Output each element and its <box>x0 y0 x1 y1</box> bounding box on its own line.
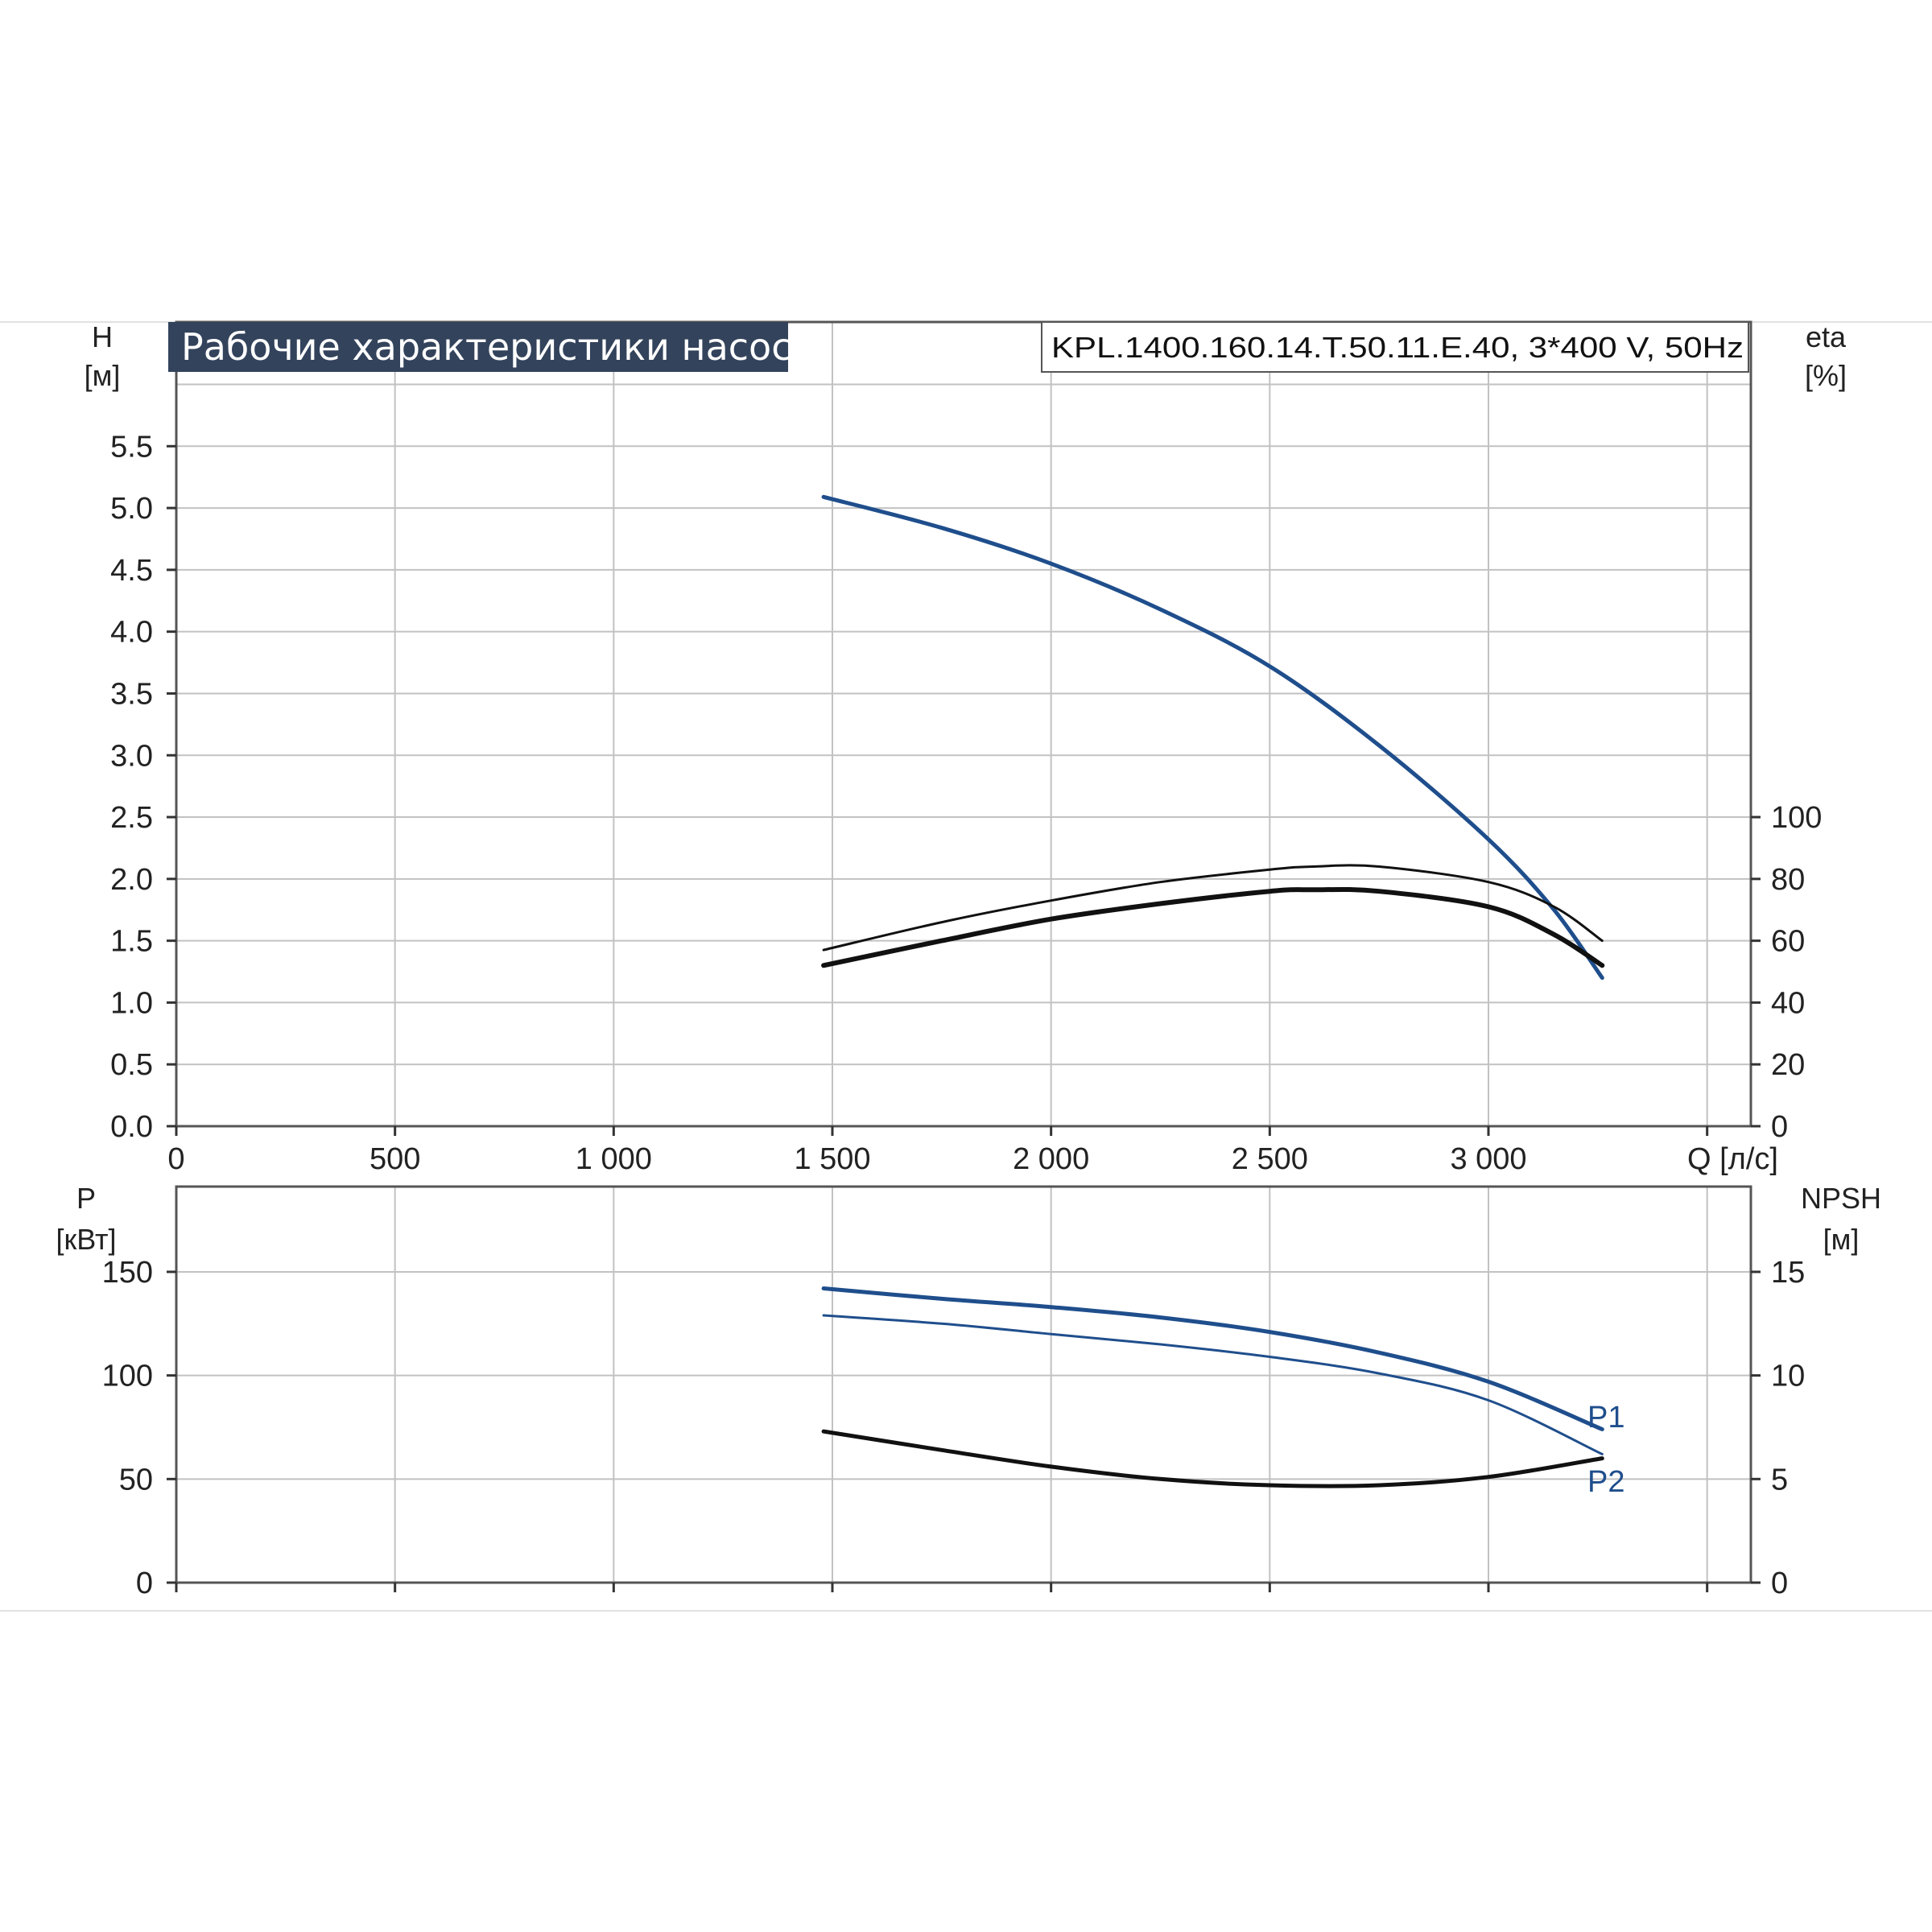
x-tick-label: 2 000 <box>1013 1142 1089 1176</box>
x-tick-label: 500 <box>369 1142 420 1176</box>
head-axis-label: H <box>92 320 113 353</box>
y2-tick-label: 80 <box>1771 863 1805 897</box>
y2-tick-label: 60 <box>1771 925 1805 959</box>
p2-curve-label: P2 <box>1587 1465 1624 1499</box>
power-axis-label: P <box>76 1182 96 1215</box>
power-chart-grid <box>175 1187 1751 1583</box>
y-tick-label: 50 <box>119 1463 153 1496</box>
y-tick-label: 2.5 <box>110 801 153 835</box>
head-chart-frame <box>175 320 1752 1128</box>
secondary-axis-curve <box>821 1429 1604 1488</box>
p1-curve-label: P1 <box>1587 1401 1624 1435</box>
secondary-axis-curve <box>822 864 1604 952</box>
y-tick-label: 2.0 <box>110 863 153 897</box>
y-tick-label: 4.0 <box>110 616 153 650</box>
y2-tick-label: 20 <box>1771 1048 1805 1082</box>
y-tick-label: 4.5 <box>110 554 153 588</box>
y2-tick-label: 10 <box>1771 1360 1805 1393</box>
x-tick-label: 1 500 <box>794 1142 870 1176</box>
y-tick-label: 0 <box>136 1567 153 1600</box>
npsh-axis-unit: [м] <box>1823 1223 1860 1256</box>
power-chart-curves <box>821 1286 1604 1488</box>
model-label: KPL.1400.160.14.T.50.11.E.40, 3*400 V, 5… <box>1051 331 1744 364</box>
power-axis-unit: [кВт] <box>56 1223 116 1256</box>
power-chart-axes: 0 50 100 150 0 5 10 15 <box>102 1256 1806 1600</box>
x-tick-label: 3 000 <box>1450 1142 1526 1176</box>
title-box <box>168 322 788 372</box>
p1-curve <box>821 1286 1604 1431</box>
flow-axis-label: Q [л/с] <box>1687 1142 1778 1176</box>
y-tick-label: 3.5 <box>110 677 153 711</box>
p2-curve <box>822 1314 1604 1455</box>
y2-tick-label: 0 <box>1771 1110 1788 1144</box>
y2-tick-label: 0 <box>1771 1567 1788 1600</box>
y2-tick-label: 100 <box>1771 801 1822 835</box>
x-tick-label: 1 000 <box>576 1142 652 1176</box>
y-tick-label: 5.5 <box>110 430 153 464</box>
head-axis-unit: [м] <box>85 359 121 392</box>
primary-axis-curve <box>821 494 1604 980</box>
y-tick-label: 0.5 <box>110 1048 153 1082</box>
y-tick-label: 1.0 <box>110 986 153 1020</box>
eta-axis-unit: [%] <box>1805 359 1847 392</box>
head-chart-grid <box>175 322 1751 1126</box>
y2-tick-label: 5 <box>1771 1463 1788 1496</box>
x-tick-label: 2 500 <box>1232 1142 1308 1176</box>
eta-axis-label: eta <box>1806 320 1847 353</box>
model-box <box>1041 321 1749 373</box>
y2-tick-label: 40 <box>1771 986 1805 1020</box>
npsh-axis-label: NPSH <box>1801 1182 1881 1215</box>
x-tick-label: 0 <box>167 1142 184 1176</box>
y-tick-label: 1.5 <box>110 925 153 959</box>
y-tick-label: 100 <box>102 1360 153 1393</box>
head-chart-curves <box>821 494 1605 980</box>
y2-tick-label: 15 <box>1771 1256 1805 1290</box>
chart-title: Рабочие характеристики насоса <box>181 325 815 369</box>
y-tick-label: 5.0 <box>110 492 153 526</box>
y-tick-label: 0.0 <box>110 1110 153 1144</box>
head-chart-axes: 0.0 0.5 1.0 1.5 2.0 2.5 3.0 3.5 4.0 4.5 5.0 5.5 0 20 4… <box>110 430 1822 1176</box>
secondary-axis-curve <box>821 886 1605 968</box>
y-tick-label: 150 <box>102 1256 153 1290</box>
power-chart-frame <box>175 1185 1752 1584</box>
y-tick-label: 3.0 <box>110 739 153 773</box>
